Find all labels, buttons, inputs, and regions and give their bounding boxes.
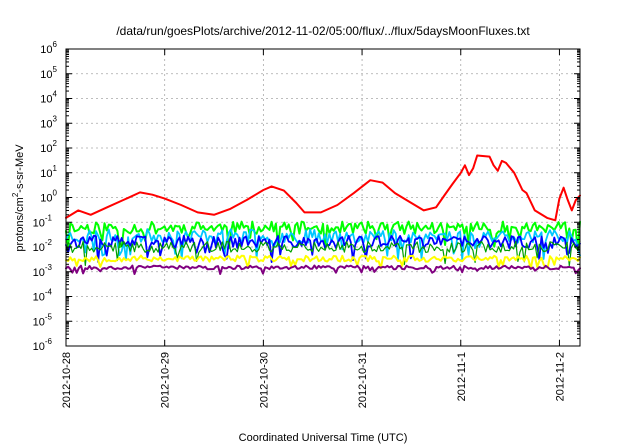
flux-band-line — [65, 264, 581, 275]
x-axis-label: Coordinated Universal Time (UTC) — [239, 432, 408, 444]
y-tick-label: 100 — [40, 189, 57, 205]
y-tick-label: 10-4 — [33, 288, 53, 304]
y-tick-label: 104 — [40, 90, 57, 106]
ticks: 106 105 104 103 102 101 100 10-1 10-2 10-3 10-4 10-… — [33, 40, 580, 408]
flux-series-line — [65, 154, 581, 222]
x-tick-label: 2012-10-28 — [61, 352, 73, 408]
y-tick-label: 101 — [40, 164, 57, 180]
flux-band-line — [65, 254, 581, 270]
flux-band-line — [65, 220, 581, 251]
y-tick-label: 10-6 — [33, 337, 53, 353]
x-tick-label: 2012-10-30 — [258, 352, 270, 408]
y-tick-label: 105 — [40, 65, 57, 81]
y-tick-label: 10-1 — [33, 213, 53, 229]
y-axis-label: protons/cm2-s-sr-MeV — [11, 144, 26, 252]
y-tick-label: 106 — [40, 40, 57, 56]
y-tick-label: 103 — [40, 114, 57, 130]
y-tick-label: 10-5 — [33, 312, 53, 328]
flux-band-line — [65, 240, 581, 267]
y-tick-label: 10-2 — [33, 238, 53, 254]
grid — [65, 48, 580, 347]
chart-title: /data/run/goesPlots/archive/2012-11-02/0… — [116, 24, 530, 38]
flux-band-line — [65, 234, 581, 263]
y-tick-label: 102 — [40, 139, 57, 155]
x-tick-label: 2012-11-2 — [554, 352, 566, 401]
y-tick-label: 10-3 — [33, 263, 53, 279]
x-tick-label: 2012-10-31 — [357, 352, 369, 408]
x-tick-label: 2012-11-1 — [456, 352, 468, 401]
x-tick-label: 2012-10-29 — [160, 352, 172, 408]
series-layer — [65, 154, 581, 275]
